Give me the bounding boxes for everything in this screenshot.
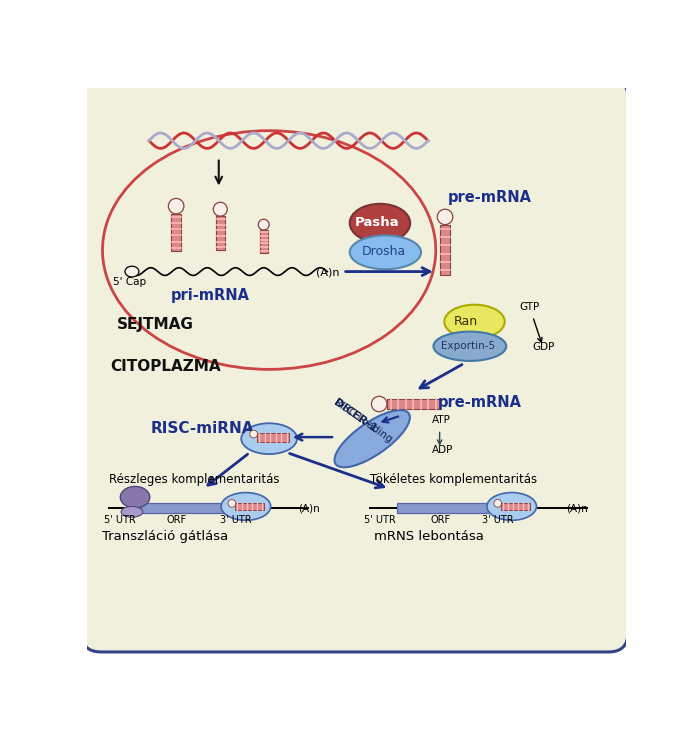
Text: ADP: ADP <box>432 445 453 455</box>
Circle shape <box>494 500 502 507</box>
Text: 3' UTR: 3' UTR <box>482 515 514 526</box>
Circle shape <box>250 431 258 438</box>
Ellipse shape <box>125 266 139 277</box>
Bar <box>501 503 530 510</box>
Text: Transzláció gátlása: Transzláció gátlása <box>102 531 229 543</box>
Bar <box>171 214 181 251</box>
Text: (A)n: (A)n <box>315 267 339 277</box>
Text: Részleges komplementaritás: Részleges komplementaritás <box>109 473 279 486</box>
Text: 3' UTR: 3' UTR <box>219 515 251 526</box>
Text: mRNS lebontása: mRNS lebontása <box>374 531 484 543</box>
Ellipse shape <box>444 305 505 339</box>
Bar <box>134 503 235 513</box>
Text: SEJTMAG: SEJTMAG <box>116 317 193 333</box>
Text: 5' UTR: 5' UTR <box>104 515 136 526</box>
Text: 5' Cap: 5' Cap <box>113 277 146 288</box>
Bar <box>257 433 290 442</box>
Text: Pasha: Pasha <box>354 216 399 229</box>
Bar <box>235 503 264 510</box>
Ellipse shape <box>102 131 436 369</box>
Ellipse shape <box>221 492 271 520</box>
Text: GTP: GTP <box>519 302 539 312</box>
Ellipse shape <box>120 486 150 508</box>
Text: (A)n: (A)n <box>298 504 319 514</box>
Circle shape <box>258 219 269 230</box>
Circle shape <box>228 500 236 507</box>
Text: Drosha: Drosha <box>361 245 406 258</box>
Text: pri-mRNA: pri-mRNA <box>171 288 250 303</box>
Ellipse shape <box>349 204 410 242</box>
Bar <box>260 230 267 253</box>
Text: CITOPLAZMA: CITOPLAZMA <box>110 359 221 374</box>
Text: ATP: ATP <box>432 415 451 425</box>
Text: pre-mRNA: pre-mRNA <box>448 191 531 205</box>
Text: Exportin-5: Exportin-5 <box>441 342 496 351</box>
Bar <box>216 216 225 250</box>
Text: ORF: ORF <box>167 515 187 526</box>
Text: Tökéletes komplementaritás: Tökéletes komplementaritás <box>370 473 537 486</box>
Ellipse shape <box>487 492 537 520</box>
Text: (A)n: (A)n <box>566 504 587 514</box>
Circle shape <box>372 396 387 411</box>
Ellipse shape <box>335 410 410 467</box>
Bar <box>397 503 498 513</box>
Text: 5' UTR: 5' UTR <box>365 515 396 526</box>
Ellipse shape <box>121 506 143 517</box>
Ellipse shape <box>349 236 421 269</box>
Ellipse shape <box>434 332 506 361</box>
Bar <box>440 224 450 275</box>
Text: ORF: ORF <box>430 515 450 526</box>
Text: Ran: Ran <box>454 315 477 328</box>
Circle shape <box>168 199 184 214</box>
Ellipse shape <box>242 423 297 454</box>
FancyBboxPatch shape <box>81 78 628 652</box>
Bar <box>387 399 440 409</box>
Text: RISC-miRNA: RISC-miRNA <box>150 420 254 436</box>
Text: pre-mRNA: pre-mRNA <box>438 395 522 410</box>
Circle shape <box>437 209 453 224</box>
Text: DICER-1: DICER-1 <box>332 397 379 434</box>
Text: GDP: GDP <box>532 342 555 352</box>
Circle shape <box>214 202 228 216</box>
Text: RISC Loading: RISC Loading <box>332 397 394 445</box>
